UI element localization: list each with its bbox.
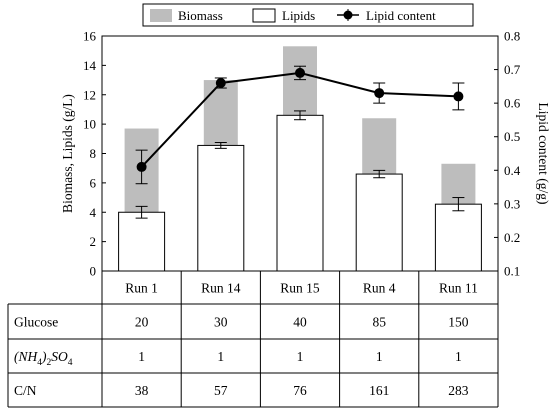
- y-tick-label: 6: [90, 175, 97, 190]
- lipid-content-point: [453, 91, 464, 102]
- table-cell: 38: [135, 383, 149, 398]
- table-cell: 57: [214, 383, 228, 398]
- table-cell: 1: [138, 349, 145, 364]
- table-row-label: (NH4)2SO4: [14, 349, 73, 368]
- x-category-label: Run 14: [201, 281, 241, 296]
- table-cell: 85: [372, 315, 386, 330]
- lipid-content-point: [374, 88, 385, 99]
- x-category-label: Run 11: [439, 281, 478, 296]
- y-tick-label: 2: [90, 234, 97, 249]
- table-cell: 1: [455, 349, 462, 364]
- lipids-bar: [276, 114, 324, 272]
- table-cell: 1: [297, 349, 304, 364]
- legend-biomass-swatch: [150, 9, 172, 22]
- data-table: Run 1 Run 14 Run 15 Run 4 Run 11 Glucose 20 30 4…: [7, 270, 499, 408]
- legend-lipids-swatch: [252, 8, 276, 23]
- table-row-label-part: SO: [51, 349, 68, 364]
- legend-biomass-label: Biomass: [178, 8, 223, 23]
- y2-tick-label: 0.3: [504, 196, 520, 211]
- lipid-content-point: [215, 78, 226, 88]
- y-tick-label: 8: [90, 146, 97, 161]
- x-category-label: Run 4: [363, 281, 396, 296]
- table-cell: 150: [448, 315, 469, 330]
- y2-tick-label: 0.6: [504, 96, 521, 111]
- lipids-bar: [355, 173, 403, 272]
- y2-axis-title: Lipid content (g/g): [536, 103, 550, 205]
- table-cell: 1: [376, 349, 383, 364]
- y-tick-label: 12: [83, 87, 96, 102]
- table-row-label-part: ): [41, 349, 47, 364]
- y2-tick-label: 0.5: [504, 129, 520, 144]
- lipids-bar: [118, 211, 166, 272]
- y-tick-label: 10: [83, 117, 96, 132]
- legend-content-label: Lipid content: [366, 8, 436, 23]
- table-row-label-part: (NH: [14, 349, 39, 364]
- y2-tick-label: 0.8: [504, 29, 520, 44]
- table-cell: 30: [214, 315, 228, 330]
- table-cell: 1: [217, 349, 224, 364]
- table-cell: 76: [293, 383, 307, 398]
- lipid-content-point: [295, 67, 305, 78]
- y-axis-title: Biomass, Lipids (g/L): [60, 94, 75, 213]
- lipids-bar: [197, 144, 245, 272]
- table-row-label: C/N: [14, 383, 37, 398]
- table-row-label-part: 4: [37, 358, 42, 368]
- table-cell: 283: [448, 383, 469, 398]
- y2-tick-label: 0.4: [504, 163, 521, 178]
- table-row-label-part: 4: [68, 358, 73, 368]
- legend-content-marker: [343, 10, 353, 20]
- legend-box: [142, 3, 474, 27]
- x-category-label: Run 1: [125, 281, 158, 296]
- table-row-label-part: 2: [47, 358, 52, 368]
- table-cell: 40: [293, 315, 307, 330]
- y2-tick-label: 0.2: [504, 230, 520, 245]
- legend-lipids-label: Lipids: [282, 8, 315, 23]
- table-row-label: Glucose: [14, 315, 58, 330]
- y-tick-label: 4: [90, 205, 97, 220]
- x-category-label: Run 15: [280, 281, 320, 296]
- y-tick-label: 0: [90, 264, 97, 279]
- table-cell: 161: [369, 383, 389, 398]
- lipid-content-point: [136, 161, 147, 172]
- y-tick-label: 16: [83, 29, 97, 44]
- table-cell: 20: [135, 315, 149, 330]
- legend: Biomass Lipids Lipid content: [142, 3, 474, 27]
- y2-tick-label: 0.1: [504, 264, 520, 279]
- y-tick-label: 14: [83, 58, 97, 73]
- lipids-bar: [434, 203, 482, 272]
- y2-tick-label: 0.7: [504, 62, 521, 77]
